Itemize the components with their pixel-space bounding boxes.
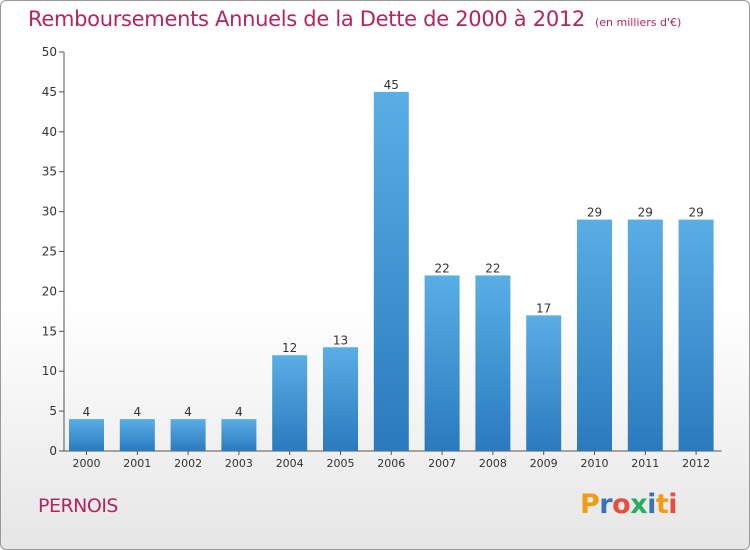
data-label-2007: 22 [434, 261, 449, 275]
proxiti-logo: Proxiti [580, 489, 678, 520]
bar-2010 [577, 219, 612, 451]
data-label-2008: 22 [485, 261, 500, 275]
x-tick-label-2002: 2002 [174, 457, 202, 470]
bar-2009 [526, 315, 562, 451]
bar-2000 [69, 419, 104, 451]
data-label-2009: 17 [536, 301, 551, 315]
data-label-2001: 4 [133, 405, 141, 419]
commune-name: PERNOIS [38, 495, 119, 517]
data-label-2004: 12 [282, 341, 297, 355]
chart-title-text: Remboursements Annuels de la Dette de 20… [28, 7, 585, 31]
bar-2002 [170, 419, 206, 451]
y-tick-label: 20 [42, 284, 57, 298]
logo-letter: t [655, 489, 669, 520]
data-label-2010: 29 [587, 206, 602, 220]
data-label-2003: 4 [235, 405, 243, 419]
y-tick-label: 30 [42, 205, 57, 219]
data-label-2002: 4 [184, 405, 192, 419]
y-tick-label: 40 [42, 125, 57, 139]
y-tick-label: 45 [42, 85, 57, 99]
logo-letter: o [612, 489, 631, 520]
y-tick-label: 15 [42, 324, 57, 338]
logo-letter: i [668, 489, 678, 520]
x-tick-label-2000: 2000 [73, 457, 101, 470]
bar-2011 [627, 219, 663, 451]
chart-subtitle: (en milliers d'€) [595, 16, 682, 29]
y-tick-label: 5 [49, 404, 57, 418]
logo-letter: x [630, 489, 648, 520]
x-tick-label-2012: 2012 [682, 457, 710, 470]
data-label-2011: 29 [638, 206, 653, 220]
y-tick-label: 50 [42, 45, 57, 59]
bar-2007 [424, 275, 460, 451]
bar-2008 [475, 275, 511, 451]
y-tick-label: 35 [42, 165, 57, 179]
data-label-2005: 13 [333, 333, 348, 347]
x-tick-label-2011: 2011 [631, 457, 659, 470]
data-label-2006: 45 [384, 78, 399, 92]
bar-2006 [373, 91, 409, 452]
y-tick-label: 10 [42, 364, 57, 378]
logo-letter: P [580, 489, 600, 520]
y-tick-label: 0 [49, 444, 57, 458]
bar-2012 [678, 219, 714, 451]
x-tick-label-2009: 2009 [530, 457, 558, 470]
x-tick-label-2008: 2008 [479, 457, 507, 470]
data-label-2012: 29 [688, 206, 703, 220]
y-tick-label: 25 [42, 245, 57, 259]
bar-2001 [119, 419, 155, 451]
bar-2004 [272, 355, 308, 451]
x-tick-label-2001: 2001 [123, 457, 151, 470]
logo-letter: r [599, 489, 613, 520]
x-tick-label-2004: 2004 [276, 457, 304, 470]
chart-title: Remboursements Annuels de la Dette de 20… [28, 7, 681, 31]
data-label-2000: 4 [83, 405, 91, 419]
x-tick-label-2007: 2007 [428, 457, 456, 470]
logo-letter: i [647, 489, 656, 520]
bar-2005 [323, 347, 358, 451]
x-tick-label-2010: 2010 [581, 457, 609, 470]
x-tick-label-2003: 2003 [225, 457, 253, 470]
x-tick-label-2006: 2006 [377, 457, 405, 470]
x-tick-label-2005: 2005 [327, 457, 355, 470]
bar-2003 [221, 419, 257, 451]
